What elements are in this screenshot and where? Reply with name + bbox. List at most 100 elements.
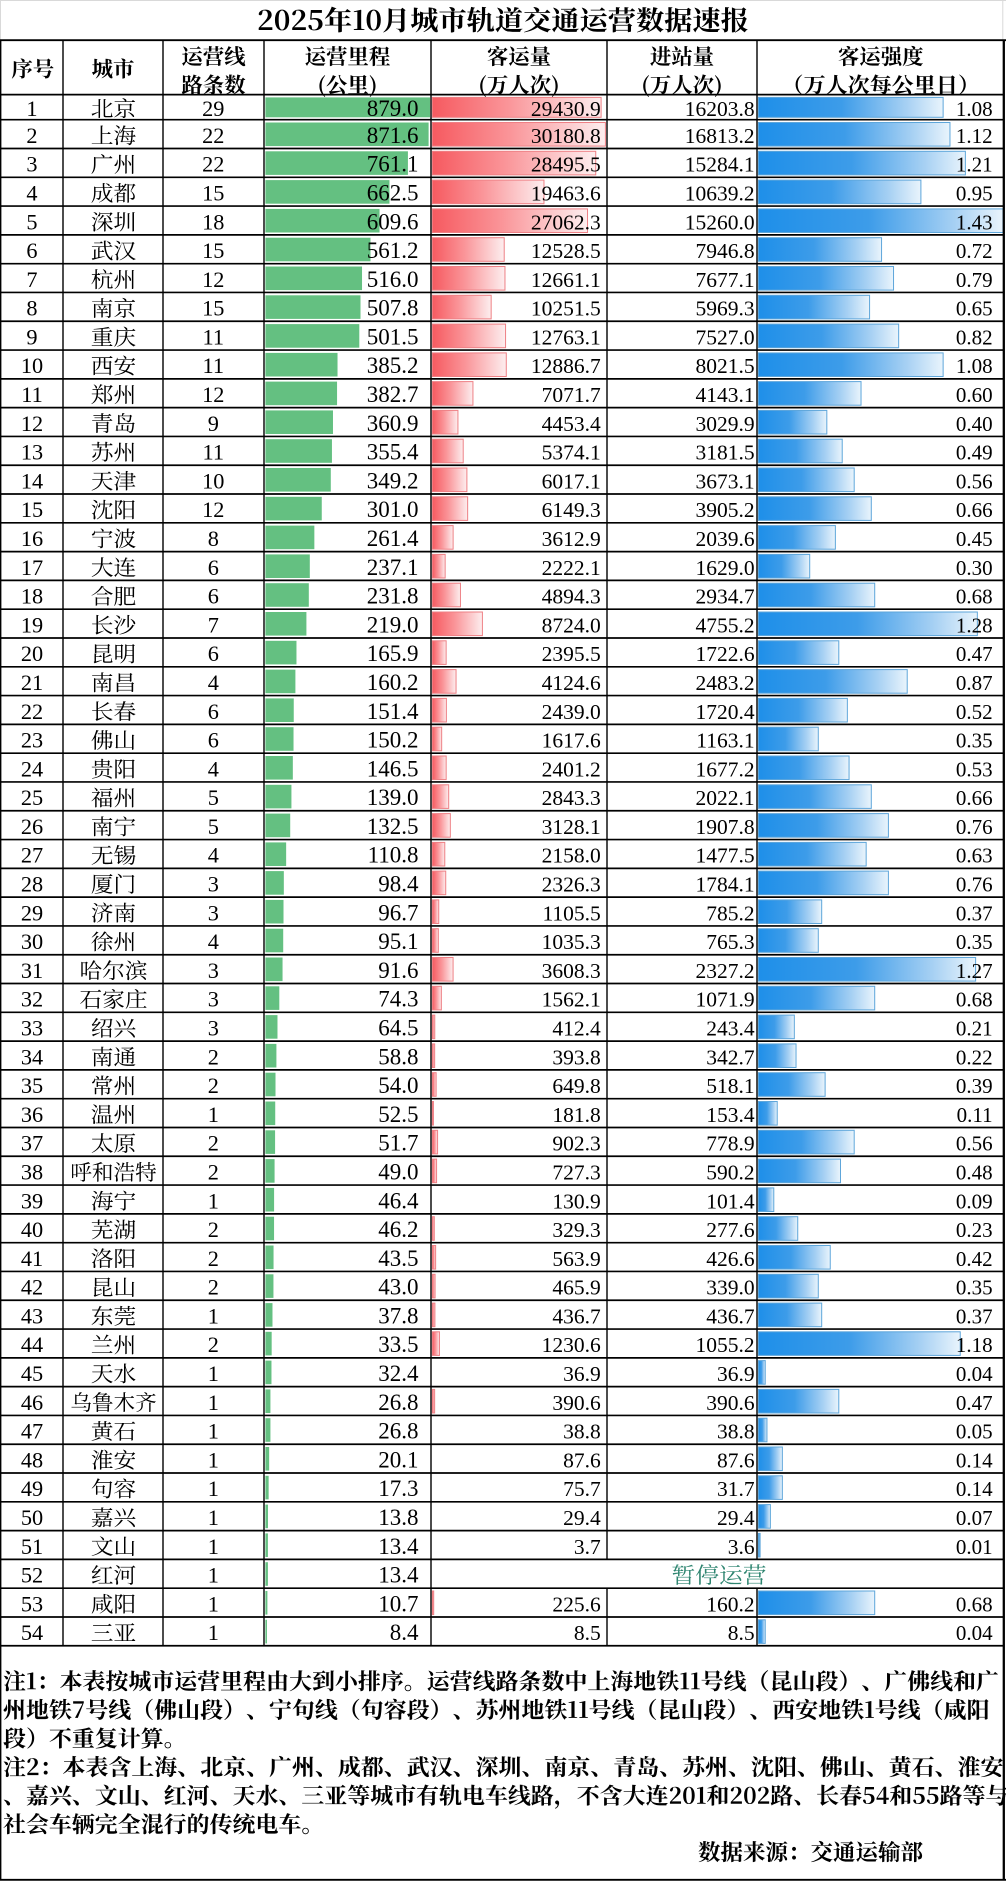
svg-text:4143.1: 4143.1 [695, 383, 754, 407]
svg-text:1: 1 [208, 1563, 219, 1588]
svg-text:7: 7 [208, 612, 219, 637]
svg-text:0.37: 0.37 [956, 901, 993, 925]
svg-text:0.04: 0.04 [956, 1621, 993, 1645]
svg-text:609.6: 609.6 [367, 209, 419, 234]
svg-text:2843.3: 2843.3 [542, 786, 601, 810]
svg-text:26.8: 26.8 [378, 1390, 418, 1415]
svg-text:0.79: 0.79 [956, 268, 993, 292]
svg-text:2022.1: 2022.1 [695, 786, 754, 810]
svg-text:507.8: 507.8 [367, 296, 419, 321]
svg-text:33: 33 [21, 1016, 43, 1041]
svg-text:0.04: 0.04 [956, 1362, 993, 1386]
svg-text:181.8: 181.8 [552, 1103, 600, 1127]
svg-text:2934.7: 2934.7 [695, 585, 754, 609]
svg-text:2401.2: 2401.2 [542, 757, 601, 781]
svg-text:15: 15 [202, 296, 224, 321]
svg-text:3: 3 [26, 152, 37, 177]
svg-text:74.3: 74.3 [378, 987, 418, 1012]
svg-text:4894.3: 4894.3 [542, 585, 601, 609]
svg-text:52.5: 52.5 [378, 1102, 418, 1127]
svg-text:3608.3: 3608.3 [542, 959, 601, 983]
svg-text:130.9: 130.9 [552, 1189, 600, 1213]
svg-text:4: 4 [26, 181, 37, 206]
svg-text:6149.3: 6149.3 [542, 498, 601, 522]
svg-text:12661.1: 12661.1 [531, 268, 601, 292]
svg-text:98.4: 98.4 [378, 872, 419, 897]
svg-text:15284.1: 15284.1 [685, 153, 755, 177]
svg-text:0.53: 0.53 [956, 757, 993, 781]
svg-text:902.3: 902.3 [552, 1132, 600, 1156]
svg-text:225.6: 225.6 [552, 1592, 601, 1616]
svg-text:1.21: 1.21 [956, 153, 993, 177]
svg-text:0.56: 0.56 [956, 1132, 993, 1156]
svg-text:2439.0: 2439.0 [542, 700, 601, 724]
svg-text:261.4: 261.4 [367, 526, 419, 551]
svg-text:38.8: 38.8 [717, 1420, 755, 1444]
svg-text:3905.2: 3905.2 [695, 498, 754, 522]
svg-text:879.0: 879.0 [367, 96, 419, 121]
svg-text:37.8: 37.8 [378, 1304, 418, 1329]
svg-text:0.23: 0.23 [956, 1218, 993, 1242]
svg-text:1.08: 1.08 [956, 97, 993, 121]
svg-text:49: 49 [21, 1476, 43, 1501]
svg-text:2158.0: 2158.0 [542, 844, 601, 868]
svg-text:44: 44 [21, 1332, 43, 1357]
svg-text:5: 5 [26, 209, 37, 234]
svg-text:1: 1 [208, 1419, 219, 1444]
svg-text:16: 16 [21, 526, 43, 551]
svg-text:8: 8 [208, 526, 219, 551]
svg-text:3: 3 [208, 872, 219, 897]
svg-text:37: 37 [21, 1131, 43, 1156]
svg-text:29.4: 29.4 [563, 1506, 601, 1530]
svg-text:45: 45 [21, 1361, 43, 1386]
svg-text:0.14: 0.14 [956, 1448, 993, 1472]
svg-text:518.1: 518.1 [706, 1074, 754, 1098]
svg-text:1617.6: 1617.6 [542, 729, 601, 753]
svg-text:0.05: 0.05 [956, 1420, 993, 1444]
svg-text:4453.4: 4453.4 [542, 412, 601, 436]
svg-text:1.43: 1.43 [956, 210, 993, 234]
svg-text:6: 6 [208, 641, 219, 666]
svg-text:2: 2 [208, 1073, 219, 1098]
svg-text:385.2: 385.2 [367, 353, 419, 378]
svg-text:2: 2 [208, 1246, 219, 1271]
svg-text:382.7: 382.7 [367, 382, 419, 407]
svg-text:51: 51 [21, 1534, 43, 1559]
svg-text:16203.8: 16203.8 [685, 97, 755, 121]
svg-text:1477.5: 1477.5 [695, 844, 754, 868]
svg-text:51.7: 51.7 [378, 1131, 418, 1156]
svg-text:10: 10 [21, 353, 43, 378]
svg-text:2326.3: 2326.3 [542, 873, 601, 897]
svg-text:12: 12 [21, 411, 43, 436]
svg-text:18: 18 [21, 584, 43, 609]
svg-text:24: 24 [21, 756, 43, 781]
svg-text:3: 3 [208, 900, 219, 925]
svg-text:1: 1 [208, 1534, 219, 1559]
svg-text:15: 15 [202, 181, 224, 206]
svg-text:436.7: 436.7 [706, 1305, 755, 1329]
svg-text:0.30: 0.30 [956, 556, 993, 580]
svg-text:0.40: 0.40 [956, 412, 993, 436]
svg-text:1055.2: 1055.2 [695, 1333, 754, 1357]
svg-text:1230.6: 1230.6 [542, 1333, 601, 1357]
svg-text:53: 53 [21, 1591, 43, 1616]
svg-text:64.5: 64.5 [378, 1016, 418, 1041]
svg-text:7: 7 [26, 267, 37, 292]
svg-text:516.0: 516.0 [367, 267, 419, 292]
svg-text:10.7: 10.7 [378, 1591, 418, 1616]
svg-text:43: 43 [21, 1304, 43, 1329]
svg-text:3.6: 3.6 [728, 1535, 755, 1559]
svg-text:3: 3 [208, 958, 219, 983]
svg-text:36.9: 36.9 [717, 1362, 755, 1386]
svg-text:6: 6 [208, 584, 219, 609]
svg-text:12: 12 [202, 382, 224, 407]
svg-text:22: 22 [21, 699, 43, 724]
svg-text:342.7: 342.7 [706, 1045, 755, 1069]
svg-text:1907.8: 1907.8 [695, 815, 754, 839]
svg-text:160.2: 160.2 [706, 1592, 754, 1616]
svg-text:1.08: 1.08 [956, 354, 993, 378]
svg-text:0.65: 0.65 [956, 297, 993, 321]
svg-text:9: 9 [26, 325, 37, 350]
svg-text:2: 2 [208, 1332, 219, 1357]
svg-text:9: 9 [208, 411, 219, 436]
